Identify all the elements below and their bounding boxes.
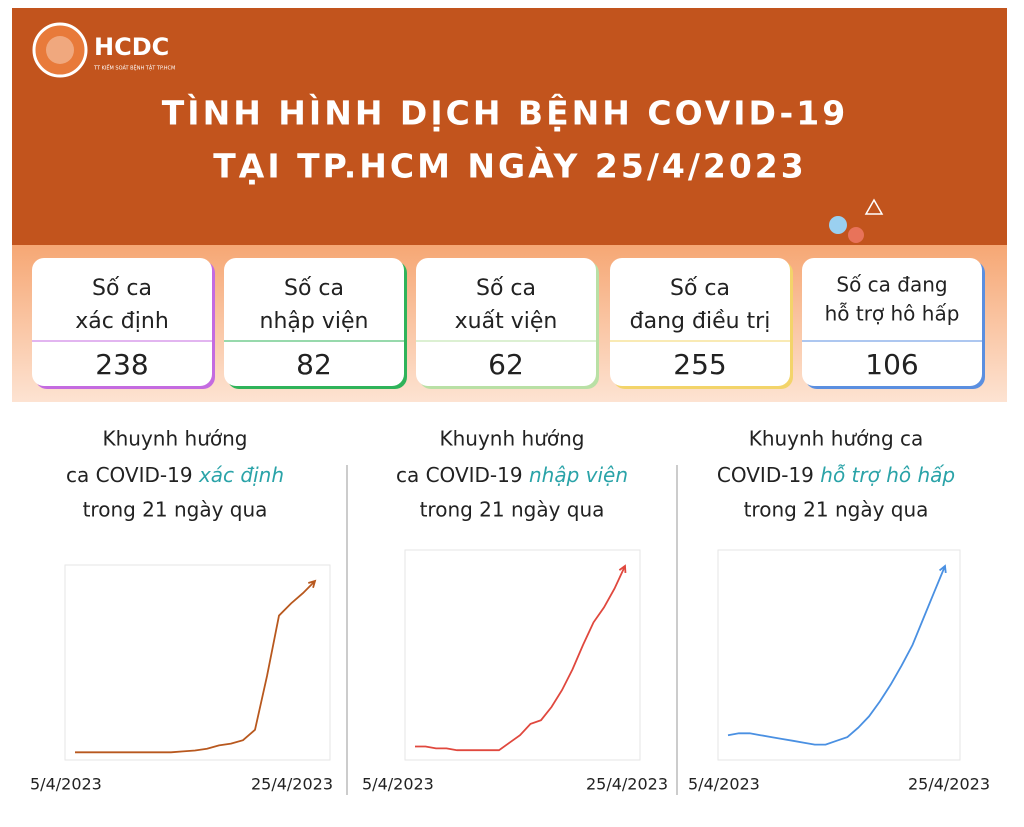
- x-label: 5/4/2023: [362, 775, 434, 794]
- stat-label: Số ca: [476, 276, 536, 301]
- stat-label: đang điều trị: [630, 309, 771, 334]
- x-label: 5/4/2023: [30, 775, 102, 794]
- arrow-head: [308, 579, 317, 588]
- trend-title-prefix: ca COVID-19: [66, 463, 193, 487]
- stat-label: Số ca: [92, 276, 152, 301]
- trend-line: [75, 580, 316, 754]
- chart-frame: [404, 549, 641, 761]
- stat-label: Số ca: [284, 276, 344, 301]
- stat-value: 62: [488, 348, 524, 381]
- trend-title: COVID-19 hỗ trợ hô hấp: [717, 463, 955, 487]
- stat-label: xác định: [75, 309, 169, 334]
- chart-frame: [717, 549, 961, 761]
- stat-value: 255: [673, 348, 726, 381]
- arrow-head: [938, 564, 947, 574]
- stat-label: Số ca: [670, 276, 730, 301]
- logo-text: HCDC: [94, 33, 169, 61]
- trend-title-highlight: nhập viện: [529, 463, 628, 487]
- x-label: 5/4/2023: [688, 775, 760, 794]
- trend-title: Khuynh hướng ca: [749, 427, 924, 451]
- trend-title-prefix: ca COVID-19: [396, 463, 523, 487]
- x-label: 25/4/2023: [908, 775, 990, 794]
- stat-value: 106: [865, 348, 918, 381]
- trend-line: [415, 565, 626, 752]
- trend-title: ca COVID-19 nhập viện: [396, 463, 628, 487]
- stat-label: hỗ trợ hô hấp: [825, 302, 960, 326]
- virus-icon: [829, 216, 847, 234]
- trend-title: Khuynh hướng: [440, 427, 585, 451]
- stat-label: nhập viện: [260, 309, 369, 334]
- trend-title: Khuynh hướng: [103, 427, 248, 451]
- stat-card: [610, 258, 790, 386]
- trend-title: trong 21 ngày qua: [83, 498, 268, 522]
- stat-card: [224, 258, 404, 386]
- stat-value: 238: [95, 348, 148, 381]
- trend-title: ca COVID-19 xác định: [66, 463, 284, 487]
- warning-icon: [864, 198, 884, 215]
- title-line: TÌNH HÌNH DỊCH BỆNH COVID-19: [162, 93, 848, 133]
- trend-title: trong 21 ngày qua: [420, 498, 605, 522]
- stat-card: [32, 258, 212, 386]
- logo-icon: [32, 22, 88, 78]
- trend-title: trong 21 ngày qua: [744, 498, 929, 522]
- stat-label: Số ca đang: [836, 273, 947, 297]
- stat-value: 82: [296, 348, 332, 381]
- trend-line: [727, 565, 946, 746]
- x-label: 25/4/2023: [251, 775, 333, 794]
- virus-icon: [848, 227, 864, 243]
- chart-frame: [64, 564, 331, 761]
- header-bg: [12, 8, 1007, 245]
- arrow-head: [618, 564, 627, 574]
- trend-title-highlight: xác định: [198, 463, 284, 487]
- stat-label: xuất viện: [455, 309, 558, 334]
- logo-sub: TT KIỂM SOÁT BỆNH TẬT TP.HCM: [93, 64, 175, 72]
- stat-card: [416, 258, 596, 386]
- trend-title-prefix: COVID-19: [717, 463, 814, 487]
- stat-card: [802, 258, 982, 386]
- trend-title-highlight: hỗ trợ hô hấp: [820, 463, 955, 487]
- logo-inner: [46, 36, 74, 64]
- title-line: TẠI TP.HCM NGÀY 25/4/2023: [213, 146, 806, 186]
- x-label: 25/4/2023: [586, 775, 668, 794]
